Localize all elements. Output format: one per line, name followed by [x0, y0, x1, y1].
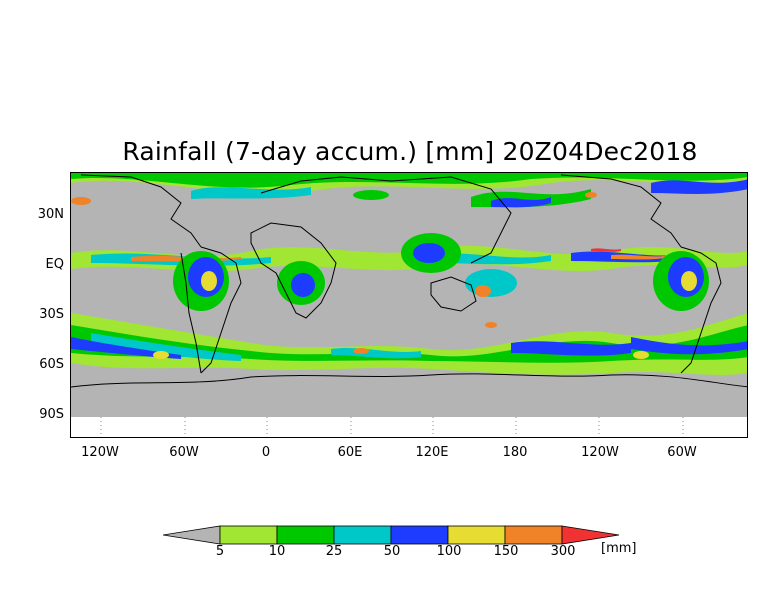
legend-colorbar	[162, 525, 623, 545]
map-title: Rainfall (7-day accum.) [mm] 20Z04Dec201…	[122, 137, 698, 166]
lon-label-120w-2: 120W	[581, 445, 619, 460]
legend-swatch-4	[390, 525, 449, 545]
rainfall-map-svg	[71, 173, 747, 437]
antarctica-coast	[71, 373, 747, 388]
lat-label-90s: 90S	[39, 407, 64, 422]
legend-label-10: 10	[268, 544, 286, 559]
lon-label-60w-2: 60W	[667, 445, 697, 460]
map-bottom-blank	[71, 417, 747, 437]
lon-label-120e: 120E	[415, 445, 449, 460]
lon-label-60w: 60W	[169, 445, 199, 460]
legend-swatch-3	[333, 525, 392, 545]
coastlines	[71, 174, 747, 388]
lat-label-60s: 60S	[39, 357, 64, 372]
legend-swatch-0	[162, 525, 221, 545]
lon-label-60e: 60E	[337, 445, 363, 460]
tropical-land-rain	[173, 233, 709, 311]
lat-label-30n: 30N	[37, 207, 64, 222]
map-background	[71, 173, 747, 417]
legend-colorbar-svg	[162, 525, 620, 545]
north-america-coast-west	[80, 174, 202, 248]
southern-rain-band	[71, 313, 747, 375]
legend-label-300: 300	[550, 544, 576, 559]
legend-swatch-1	[219, 525, 278, 545]
legend-label-5: 5	[215, 544, 225, 559]
legend-swatch-7	[561, 525, 620, 545]
north-america-coast-east	[560, 174, 682, 248]
south-america-coast	[200, 246, 242, 374]
lon-label-180: 180	[502, 445, 528, 460]
south-america-coast-2	[680, 246, 722, 374]
australia-outline	[430, 276, 477, 312]
legend-label-150: 150	[493, 544, 519, 559]
legend-swatch-2	[276, 525, 335, 545]
lat-label-30s: 30S	[39, 307, 64, 322]
legend-label-25: 25	[325, 544, 343, 559]
legend-label-50: 50	[383, 544, 401, 559]
legend-label-100: 100	[436, 544, 462, 559]
lon-label-0: 0	[261, 445, 271, 460]
africa-outline	[250, 222, 337, 319]
legend-swatch-6	[504, 525, 563, 545]
lat-label-eq: EQ	[45, 257, 64, 272]
legend-swatch-5	[447, 525, 506, 545]
lon-label-120w: 120W	[81, 445, 119, 460]
rainfall-map	[70, 172, 748, 438]
eurasia-coast	[260, 176, 512, 264]
south-america-coast-west	[180, 252, 202, 374]
legend-unit: [mm]	[601, 541, 637, 556]
